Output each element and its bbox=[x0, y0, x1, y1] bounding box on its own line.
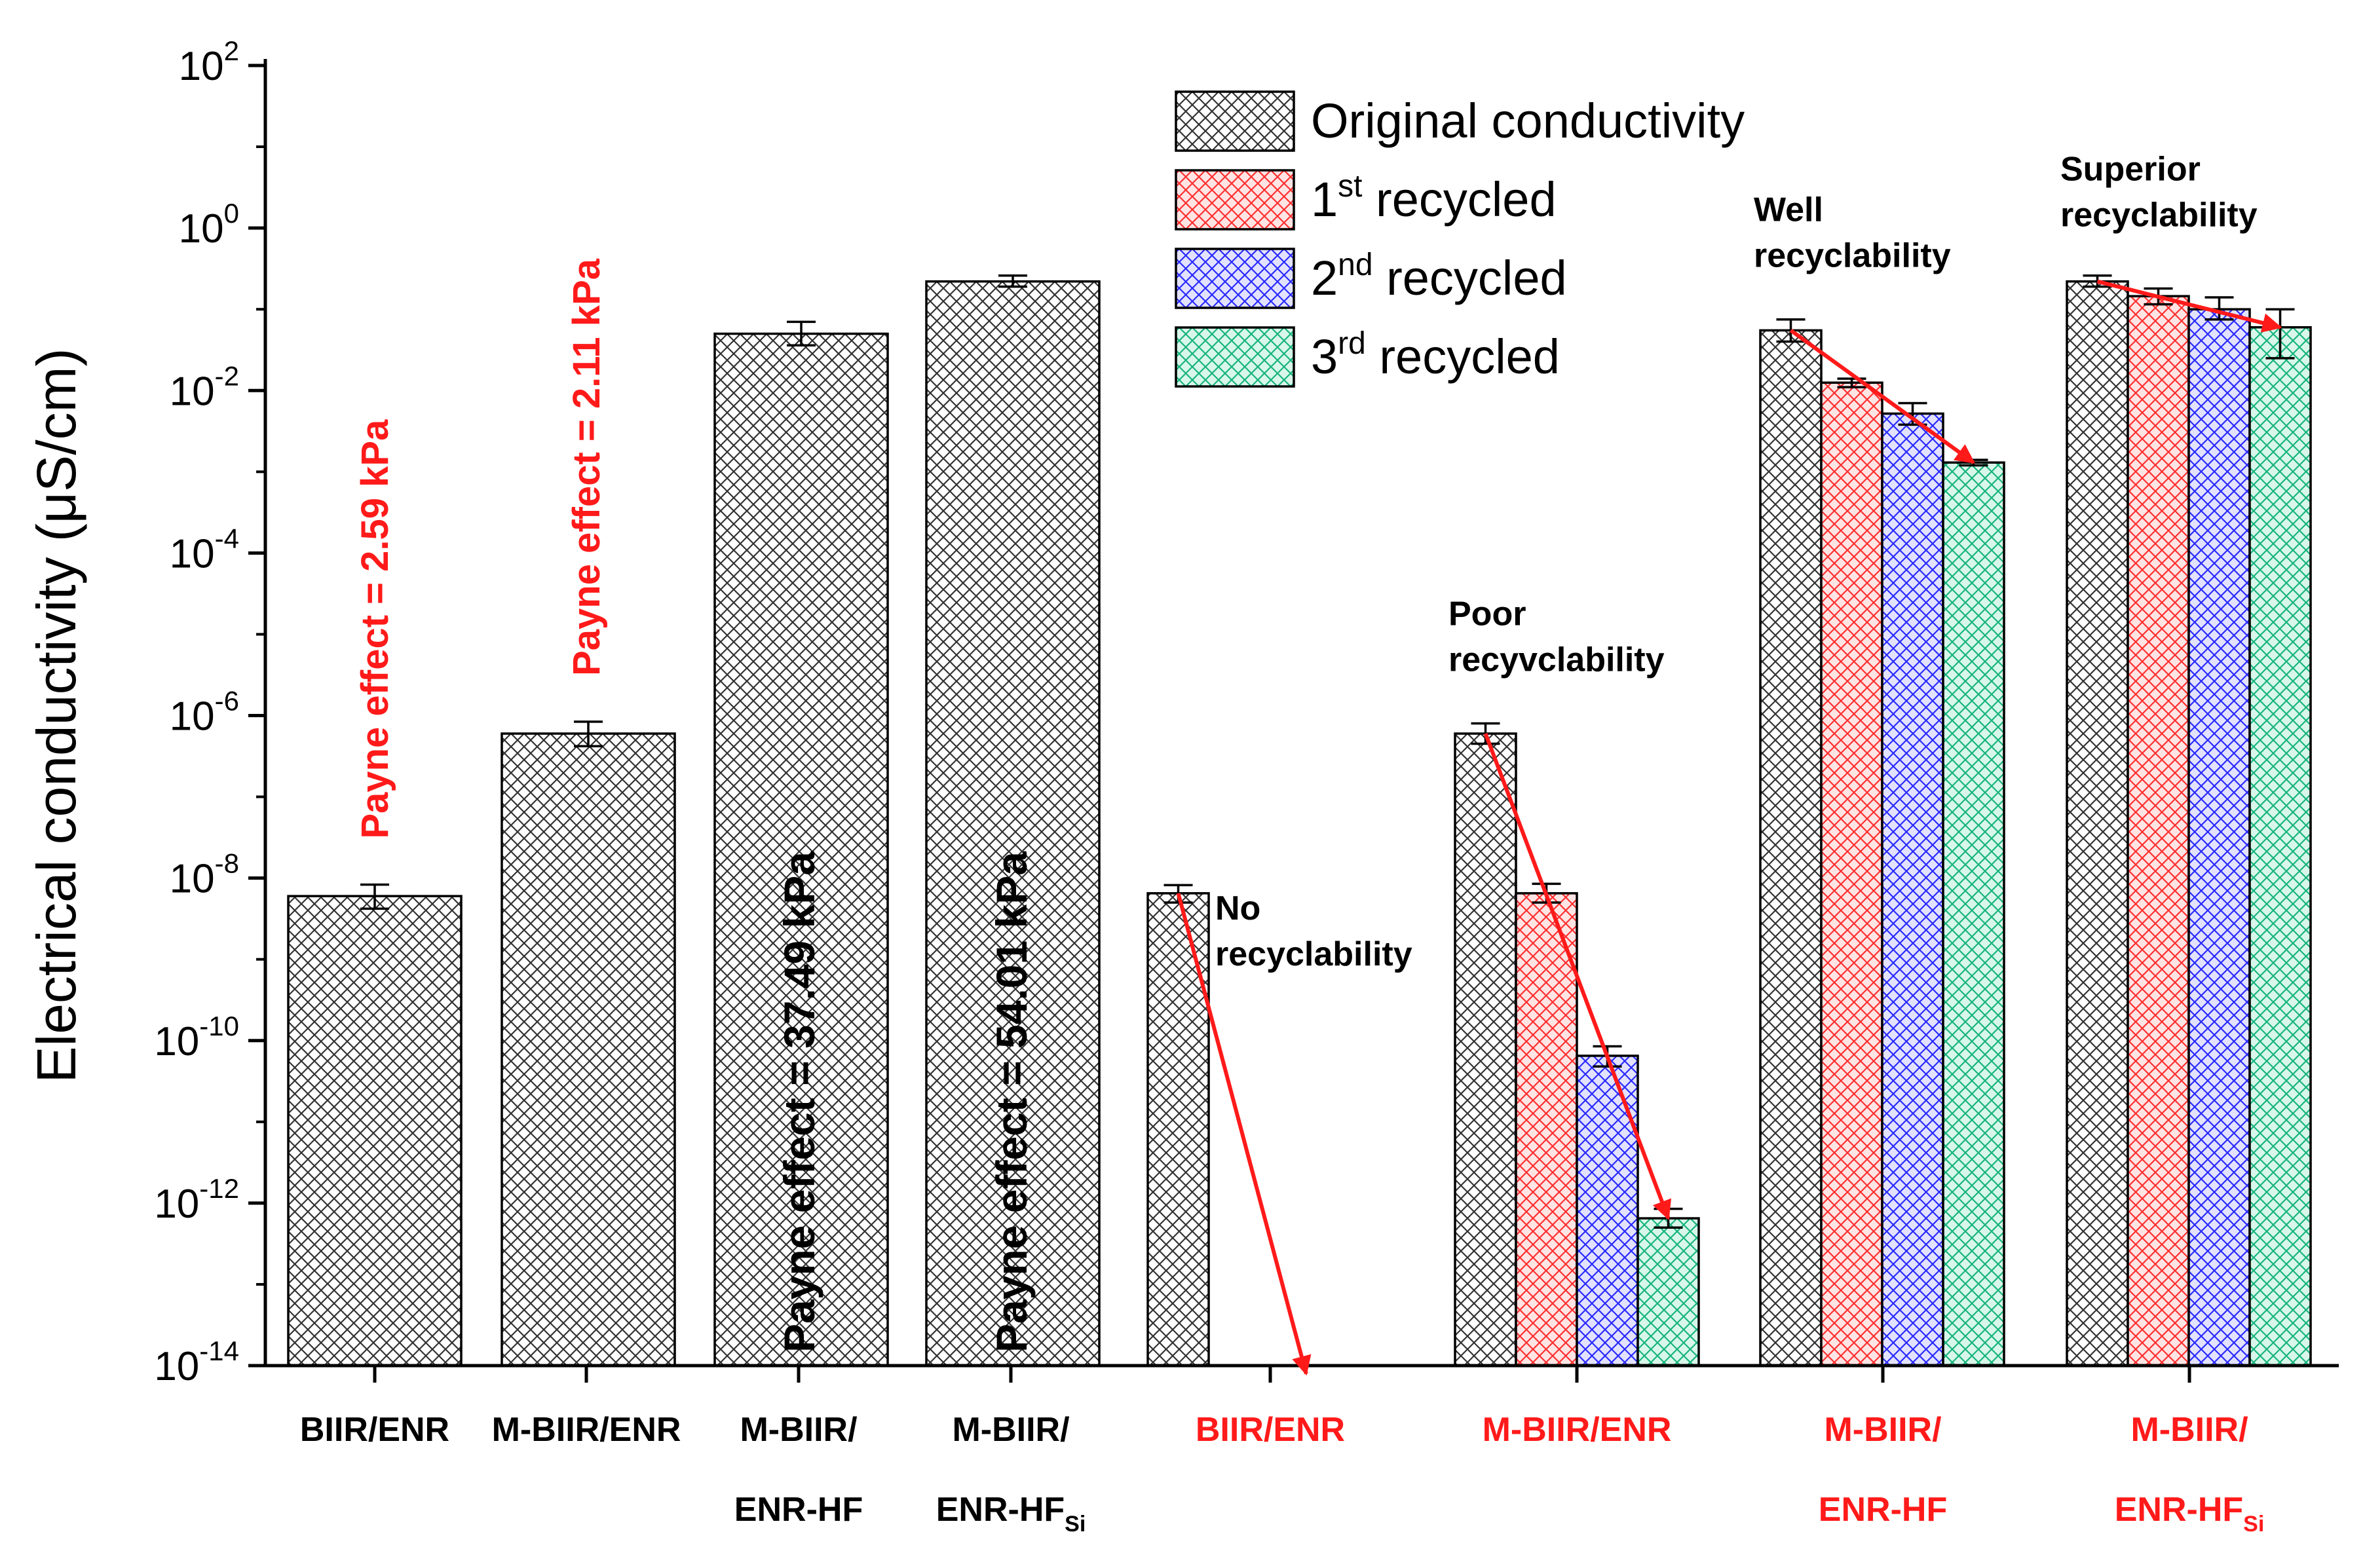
category-label: BIIR/ENR bbox=[1196, 1411, 1345, 1449]
category-label: M-BIIR/ bbox=[740, 1411, 857, 1449]
legend-label: Original conductivity bbox=[1311, 94, 1745, 148]
axes-layer: 102 100 10-2 10-4 10-6 10-8 10-10 10-12 10-14 Ele… bbox=[26, 35, 2339, 1537]
payne-effect-label: Payne effect = 2.59 kPa bbox=[354, 419, 396, 839]
category-label: M-BIIR/ bbox=[1824, 1411, 1941, 1449]
y-tick-label: 10-2 bbox=[170, 360, 239, 414]
payne-effect-label: Payne effect = 2.11 kPa bbox=[565, 258, 608, 676]
bar bbox=[1820, 381, 1883, 1367]
bar bbox=[1515, 892, 1578, 1367]
bar bbox=[501, 732, 676, 1367]
bar bbox=[1637, 1217, 1700, 1367]
payne-effect-label: Payne effect = 37.49 kPa bbox=[775, 851, 823, 1353]
legend-swatch bbox=[1175, 248, 1295, 309]
category-label: M-BIIR/ bbox=[952, 1411, 1069, 1449]
bar bbox=[1146, 892, 1210, 1367]
category-label: M-BIIR/ENR bbox=[492, 1411, 681, 1449]
annotations-layer: Payne effect = 2.59 kPa Payne effect = 2.… bbox=[354, 151, 2282, 1376]
recyclability-annotation: Poor bbox=[1448, 595, 1526, 633]
category-label: BIIR/ENR bbox=[300, 1411, 449, 1449]
recyclability-annotation: Superior bbox=[2060, 151, 2201, 189]
y-tick-label: 10-4 bbox=[170, 523, 239, 576]
bar bbox=[2187, 308, 2251, 1367]
bar bbox=[2066, 280, 2129, 1367]
trend-arrow bbox=[1483, 732, 1672, 1220]
y-tick-label: 10-6 bbox=[170, 686, 239, 739]
recyclability-annotation: recyclability bbox=[2060, 196, 2258, 234]
category-label: ENR-HFSi bbox=[2115, 1491, 2265, 1537]
category-label: M-BIIR/ bbox=[2130, 1411, 2248, 1449]
y-tick-label: 10-12 bbox=[154, 1173, 239, 1227]
bar bbox=[1942, 461, 2005, 1367]
legend-swatch bbox=[1175, 90, 1295, 152]
bar bbox=[713, 332, 889, 1367]
recyclability-annotation: recyclability bbox=[1215, 935, 1412, 973]
recyclability-annotation: recyclability bbox=[1754, 237, 1951, 275]
category-label: M-BIIR/ENR bbox=[1483, 1411, 1672, 1449]
y-tick-label: 100 bbox=[179, 198, 239, 252]
y-tick-label: 102 bbox=[179, 35, 239, 89]
y-tick-label: 10-14 bbox=[154, 1335, 239, 1389]
trend-arrow bbox=[1176, 893, 1312, 1376]
legend-label: 1st recycled bbox=[1311, 169, 1557, 227]
legend-label: 3rd recycled bbox=[1311, 326, 1560, 384]
category-label: ENR-HF bbox=[734, 1491, 863, 1529]
y-axis-title: Electrical conductivity (μS/cm) bbox=[26, 348, 87, 1083]
trend-arrow bbox=[2096, 279, 2282, 333]
recyclability-annotation: No bbox=[1215, 889, 1260, 927]
bar bbox=[2248, 326, 2312, 1367]
bar bbox=[1881, 412, 1944, 1367]
bar bbox=[1759, 329, 1823, 1367]
y-tick-label: 10-10 bbox=[154, 1011, 239, 1064]
bar bbox=[2127, 295, 2190, 1367]
bar bbox=[287, 895, 463, 1367]
recyclability-annotation: recyvclability bbox=[1448, 641, 1665, 679]
trend-arrow bbox=[1789, 328, 1975, 464]
payne-effect-label: Payne effect = 54.01 kPa bbox=[987, 851, 1036, 1353]
bar bbox=[1576, 1055, 1639, 1367]
legend-swatch bbox=[1175, 169, 1295, 231]
bars-layer bbox=[287, 274, 2312, 1367]
legend-label: 2nd recycled bbox=[1311, 248, 1567, 305]
legend-swatch bbox=[1175, 326, 1295, 388]
category-label: ENR-HFSi bbox=[936, 1491, 1086, 1537]
category-label: ENR-HF bbox=[1819, 1491, 1947, 1529]
y-tick-label: 10-8 bbox=[170, 848, 239, 902]
recyclability-annotation: Well bbox=[1754, 191, 1823, 229]
legend: Original conductivity 1st recycled 2nd rec… bbox=[1175, 90, 1745, 388]
bar bbox=[1454, 732, 1517, 1367]
